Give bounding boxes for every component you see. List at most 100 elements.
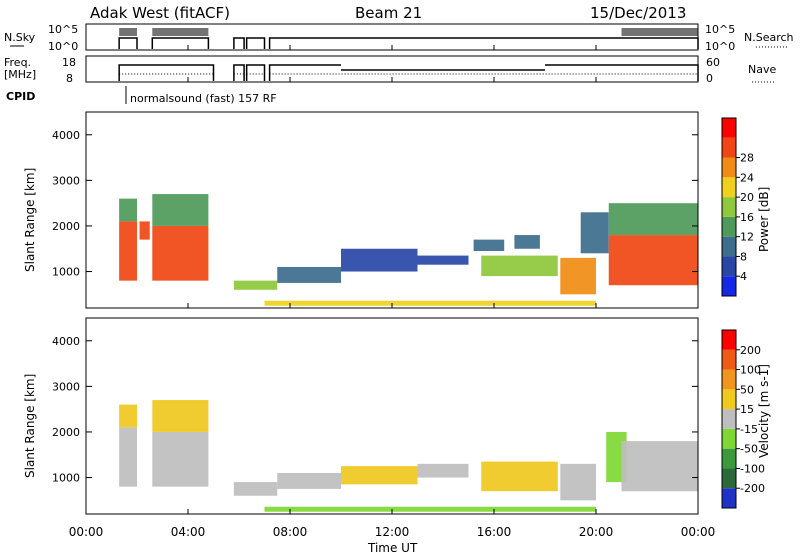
vel-cell-5	[277, 472, 341, 489]
pcb-swatch-5	[722, 177, 736, 198]
power-cell-1	[139, 221, 150, 240]
freq-tick-bottom-right: 0	[706, 72, 713, 85]
nsky-segment-2	[233, 37, 245, 49]
vcb-swatch-1	[722, 468, 736, 489]
pcb-tick-label-3: 16	[740, 211, 754, 224]
freq-unit: [MHz]	[4, 68, 36, 81]
vel-cell-4	[233, 482, 278, 496]
time-axis-label: Time UT	[367, 541, 418, 554]
vel-cell-9	[560, 463, 596, 501]
cpid-text: normalsound (fast) 157 RF	[130, 92, 277, 105]
pcb-swatch-7	[722, 137, 736, 158]
vel-cell-8	[481, 461, 558, 492]
vcb-swatch-6	[722, 369, 736, 390]
freq-segment-0	[118, 64, 215, 81]
pcb-tick-label-6: 28	[740, 152, 754, 165]
power-cell-6	[277, 266, 341, 283]
vcb-tick-label-7: -200	[740, 482, 765, 495]
freq-label: Freq.	[4, 56, 31, 69]
pcb-swatch-3	[722, 216, 736, 237]
date-title: 15/Dec/2013	[590, 4, 686, 22]
vcb-swatch-3	[722, 428, 736, 449]
vel-cell-3	[152, 400, 209, 432]
pcb-swatch-4	[722, 197, 736, 217]
nsky-panel: N.Sky 10^5 10^0 10^5 10^0 N.Search	[4, 23, 794, 53]
freq-segment-1	[233, 64, 245, 81]
power-cell-8	[417, 255, 469, 265]
nave-label: Nave	[748, 63, 776, 76]
velocity-panel: Slant Range [km] 1000 2000 3000 4000	[23, 317, 699, 515]
vcb-tick-label-0: 200	[740, 344, 761, 357]
power-cell-10	[481, 255, 558, 277]
pcb-tick-label-1: 8	[740, 250, 747, 263]
velocity-colorbar-label: Velocity [m s-1]	[757, 364, 771, 458]
vel-cell-7	[417, 463, 469, 478]
power-cell-2	[152, 225, 209, 281]
vel-cell-6	[341, 466, 418, 485]
nsky-label: N.Sky	[4, 31, 36, 44]
nsky-segment-4	[268, 37, 699, 49]
power-cell-11	[514, 235, 540, 249]
beam-title: Beam 21	[355, 4, 422, 22]
vcb-swatch-4	[722, 409, 736, 429]
vcb-tick-label-6: -100	[740, 462, 765, 475]
power-cell-7	[341, 248, 418, 272]
pcb-swatch-2	[722, 236, 736, 257]
nsky-segment-1	[151, 37, 210, 49]
power-cell-12	[560, 257, 596, 295]
vcb-tick-label-4: -15	[740, 423, 758, 436]
nsky-tick-top-right: 10^5	[705, 23, 735, 36]
vcb-swatch-8	[722, 330, 736, 350]
freq-tick-top-left: 18	[62, 56, 76, 69]
power-heatmap	[119, 194, 698, 306]
xtick-label-0: 00:00	[69, 525, 104, 539]
power-cell-3	[119, 198, 137, 222]
nsky-tick-bottom-left: 10^0	[48, 40, 78, 53]
freq-panel: Freq. [MHz] 18 8 60 0 Nave	[4, 55, 776, 85]
xtick-label-4: 16:00	[477, 525, 512, 539]
xtick-label-1: 04:00	[171, 525, 206, 539]
station-title: Adak West (fitACF)	[90, 4, 230, 22]
power-ytick-label-3: 4000	[52, 129, 80, 142]
pcb-tick-label-2: 12	[740, 231, 754, 244]
power-y-ticks: 1000 2000 3000 4000	[52, 129, 698, 279]
xtick-label-2: 08:00	[273, 525, 308, 539]
pcb-swatch-1	[722, 256, 736, 277]
power-panel: Slant Range [km] 1000 2000 3000 4000	[23, 111, 699, 309]
vcb-tick-label-1: 100	[740, 364, 761, 377]
vcb-swatch-7	[722, 349, 736, 370]
nsky-series	[118, 28, 699, 49]
pcb-swatch-8	[722, 118, 736, 138]
freq-tick-bottom-left: 8	[66, 72, 73, 85]
nsearch-label: N.Search	[744, 31, 794, 44]
cpid-label: CPID	[6, 90, 35, 103]
vel-cell-12	[264, 506, 596, 512]
velocity-heatmap	[119, 400, 698, 512]
vel-ytick-label-1: 2000	[52, 426, 80, 439]
power-cell-9	[473, 239, 505, 252]
time-axis-ticks: 00:00 04:00 08:00 12:00 16:00 20:00 00:00	[69, 45, 716, 539]
nsky-segment-3	[245, 37, 266, 49]
nsky-noise-1	[152, 28, 209, 36]
vcb-swatch-2	[722, 448, 736, 469]
pcb-swatch-6	[722, 157, 736, 178]
power-colorbar-label: Power [dB]	[757, 187, 771, 252]
vel-ytick-label-3: 4000	[52, 335, 80, 348]
freq-low-mask-0	[341, 64, 545, 70]
xtick-label-5: 20:00	[579, 525, 614, 539]
power-cell-13	[580, 212, 609, 254]
vcb-tick-label-2: 50	[740, 383, 754, 396]
vcb-swatch-5	[722, 389, 736, 410]
xtick-label-3: 12:00	[375, 525, 410, 539]
nsky-noise-2	[621, 28, 698, 36]
pcb-swatch-0	[722, 276, 736, 296]
pcb-tick-label-0: 4	[740, 270, 747, 283]
vcb-swatch-0	[722, 488, 736, 508]
xtick-label-6: 00:00	[681, 525, 716, 539]
pcb-tick-label-5: 24	[740, 171, 754, 184]
power-colorbar: 4 8 12 16 20 24 28	[721, 117, 754, 297]
vcb-frame	[721, 329, 737, 509]
velocity-y-ticks: 1000 2000 3000 4000	[52, 335, 698, 485]
freq-segment-2	[245, 64, 266, 81]
